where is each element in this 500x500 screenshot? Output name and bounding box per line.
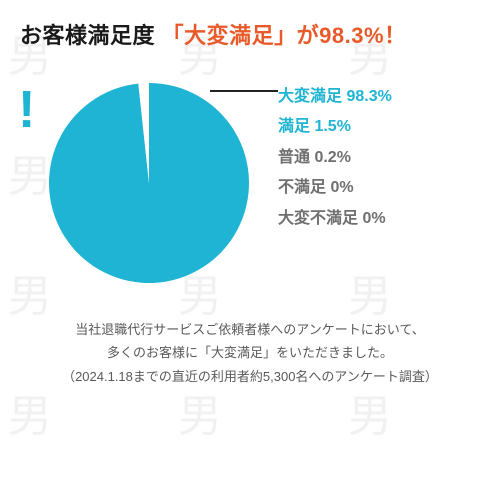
headline: お客様満足度 「大変満足」が98.3%！ (20, 18, 480, 50)
legend-item: 満足 1.5% (278, 112, 392, 142)
headline-part2: 「大変満足」が98.3%！ (162, 23, 407, 48)
footnote-line: （2024.1.18までの直近の利用者約5,300名へのアンケート調査） (20, 365, 480, 388)
exclamation-icon: ! (18, 84, 35, 136)
legend: 大変満足 98.3% 満足 1.5% 普通 0.2% 不満足 0% 大変不満足 … (278, 78, 392, 234)
watermark-glyph: 男 (348, 380, 392, 444)
watermark-glyph: 男 (8, 380, 52, 444)
legend-item: 不満足 0% (278, 173, 392, 203)
footnote: 当社退職代行サービスご依頼者様へのアンケートにおいて、 多くのお客様に「大変満足… (20, 318, 480, 388)
footnote-line: 多くのお客様に「大変満足」をいただきました。 (20, 341, 480, 364)
watermark-glyph: 男 (178, 380, 222, 444)
pie-chart: ! (44, 78, 254, 288)
legend-item: 普通 0.2% (278, 143, 392, 173)
leader-line (210, 90, 278, 92)
footnote-line: 当社退職代行サービスご依頼者様へのアンケートにおいて、 (20, 318, 480, 341)
chart-row: ! 大変満足 98.3% 満足 1.5% 普通 0.2% 不満足 0% 大変不満… (20, 78, 480, 288)
infographic-card: お客様満足度 「大変満足」が98.3%！ ! 大変満足 98.3% 満足 1.5… (0, 0, 500, 388)
legend-item: 大変不満足 0% (278, 204, 392, 234)
headline-part1: お客様満足度 (20, 23, 155, 48)
legend-item: 大変満足 98.3% (278, 82, 392, 112)
